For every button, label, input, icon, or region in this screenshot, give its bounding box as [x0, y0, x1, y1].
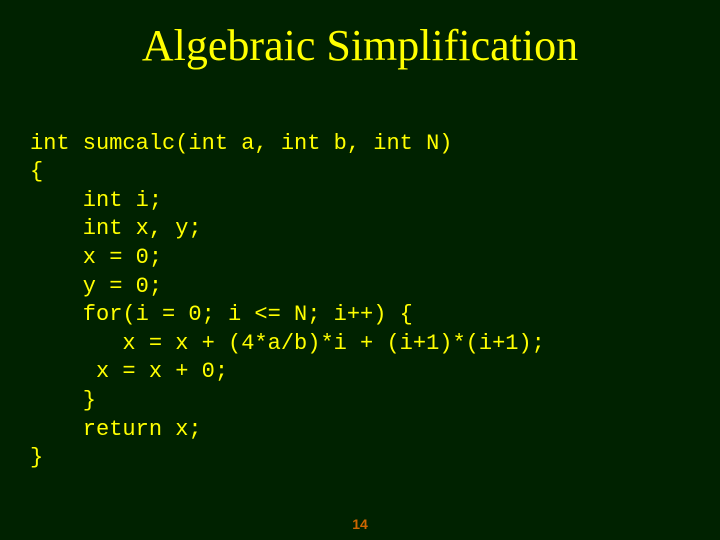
code-block: int sumcalc(int a, int b, int N) { int i…	[30, 101, 690, 473]
code-line: int x, y;	[30, 216, 202, 241]
code-line: y = 0;	[30, 274, 162, 299]
page-number: 14	[352, 516, 368, 532]
code-line: return x;	[30, 417, 202, 442]
code-line: int sumcalc(int a, int b, int N)	[30, 131, 452, 156]
code-line: {	[30, 159, 43, 184]
slide-container: Algebraic Simplification int sumcalc(int…	[0, 0, 720, 540]
code-line: x = 0;	[30, 245, 162, 270]
code-line: int i;	[30, 188, 162, 213]
code-line: }	[30, 445, 43, 470]
slide-title: Algebraic Simplification	[30, 20, 690, 71]
code-line: x = x + (4*a/b)*i + (i+1)*(i+1);	[30, 331, 545, 356]
code-line: }	[30, 388, 96, 413]
code-line: for(i = 0; i <= N; i++) {	[30, 302, 413, 327]
code-line: x = x + 0;	[30, 359, 228, 384]
